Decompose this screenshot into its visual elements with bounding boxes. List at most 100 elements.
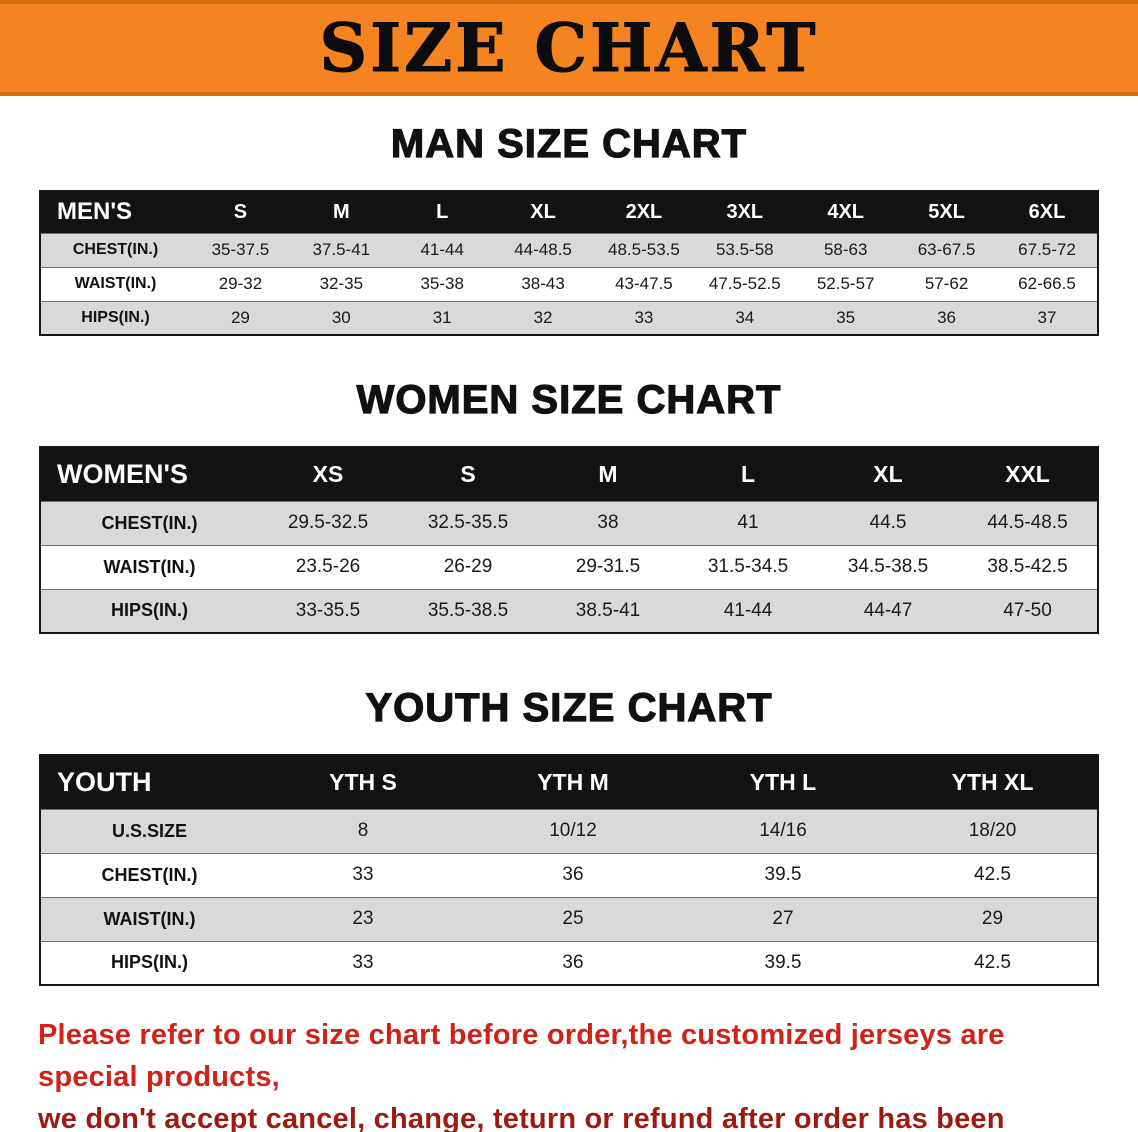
- size-header-cell: 5XL: [896, 191, 997, 233]
- value-cell: 35-37.5: [190, 232, 291, 267]
- value-cell: 53.5-58: [694, 232, 796, 267]
- size-header-cell: XL: [818, 447, 958, 501]
- value-cell: 38.5-41: [538, 588, 678, 633]
- row-label-cell: HIPS(IN.): [40, 940, 258, 985]
- value-cell: 43-47.5: [593, 266, 695, 301]
- women-size-section: WOMEN SIZE CHART WOMEN'S XS S M L XL XXL CHEST(…: [0, 377, 1138, 634]
- value-cell: 42.5: [888, 852, 1098, 897]
- table-title-cell: WOMEN'S: [40, 447, 258, 501]
- value-cell: 47.5-52.5: [694, 266, 796, 301]
- row-label-cell: WAIST(IN.): [40, 896, 258, 941]
- row-label-cell: HIPS(IN.): [40, 588, 258, 633]
- value-cell: 26-29: [398, 544, 538, 589]
- youth-size-table: YOUTH YTH S YTH M YTH L YTH XL U.S.SIZE 8 10/12…: [39, 754, 1099, 986]
- value-cell: 44.5: [818, 500, 958, 545]
- size-header-cell: YTH M: [468, 755, 678, 809]
- row-label-cell: WAIST(IN.): [40, 266, 190, 301]
- measurement-row: WAIST(IN.) 29-32 32-35 35-38 38-43 43-47.5 47.…: [40, 266, 1098, 301]
- value-cell: 32: [492, 300, 594, 335]
- size-header-cell: S: [398, 447, 538, 501]
- value-cell: 37.5-41: [290, 232, 392, 267]
- value-cell: 29.5-32.5: [258, 500, 398, 545]
- value-cell: 58-63: [795, 232, 897, 267]
- row-label-cell: CHEST(IN.): [40, 500, 258, 545]
- size-header-cell: M: [538, 447, 678, 501]
- disclaimer-line-2: we don't accept cancel, change, teturn o…: [38, 1103, 1005, 1132]
- value-cell: 18/20: [888, 808, 1098, 853]
- value-cell: 31.5-34.5: [678, 544, 818, 589]
- row-label-cell: CHEST(IN.): [40, 232, 190, 267]
- value-cell: 44-48.5: [492, 232, 594, 267]
- value-cell: 52.5-57: [795, 266, 897, 301]
- value-cell: 34: [694, 300, 796, 335]
- size-header-cell: 6XL: [997, 191, 1098, 233]
- value-cell: 63-67.5: [896, 232, 997, 267]
- value-cell: 42.5: [888, 940, 1098, 985]
- page-title: SIZE CHART: [319, 9, 819, 87]
- value-cell: 25: [468, 896, 678, 941]
- table-header-row: YOUTH YTH S YTH M YTH L YTH XL: [40, 755, 1098, 809]
- value-cell: 41: [678, 500, 818, 545]
- size-header-cell: L: [678, 447, 818, 501]
- value-cell: 29-32: [190, 266, 291, 301]
- value-cell: 29-31.5: [538, 544, 678, 589]
- value-cell: 33: [258, 852, 468, 897]
- women-size-table: WOMEN'S XS S M L XL XXL CHEST(IN.) 29.5-32.5 32.5…: [39, 446, 1099, 634]
- table-header-row: WOMEN'S XS S M L XL XXL: [40, 447, 1098, 501]
- measurement-row: HIPS(IN.) 33 36 39.5 42.5: [40, 940, 1098, 985]
- value-cell: 48.5-53.5: [593, 232, 695, 267]
- value-cell: 41-44: [678, 588, 818, 633]
- value-cell: 33: [258, 940, 468, 985]
- disclaimer: Please refer to our size chart before or…: [38, 1014, 1100, 1132]
- value-cell: 38.5-42.5: [958, 544, 1098, 589]
- measurement-row: HIPS(IN.) 29 30 31 32 33 34 35 36 37: [40, 300, 1098, 335]
- size-header-cell: L: [391, 191, 493, 233]
- women-section-heading: WOMEN SIZE CHART: [356, 377, 782, 422]
- value-cell: 32-35: [290, 266, 392, 301]
- table-header-row: MEN'S S M L XL 2XL 3XL 4XL 5XL 6XL: [40, 191, 1098, 233]
- value-cell: 67.5-72: [997, 232, 1098, 267]
- value-cell: 36: [468, 852, 678, 897]
- measurement-row: CHEST(IN.) 29.5-32.5 32.5-35.5 38 41 44.5 44.5…: [40, 500, 1098, 545]
- value-cell: 35: [795, 300, 897, 335]
- value-cell: 39.5: [678, 852, 888, 897]
- value-cell: 35-38: [391, 266, 493, 301]
- row-label-cell: HIPS(IN.): [40, 300, 190, 335]
- size-header-cell: 3XL: [694, 191, 796, 233]
- value-cell: 31: [391, 300, 493, 335]
- value-cell: 36: [468, 940, 678, 985]
- value-cell: 27: [678, 896, 888, 941]
- men-size-table: MEN'S S M L XL 2XL 3XL 4XL 5XL 6XL CHEST(IN.) 35-37…: [39, 190, 1099, 336]
- row-label-cell: WAIST(IN.): [40, 544, 258, 589]
- youth-section-heading: YOUTH SIZE CHART: [365, 685, 773, 730]
- value-cell: 57-62: [896, 266, 997, 301]
- value-cell: 36: [896, 300, 997, 335]
- value-cell: 14/16: [678, 808, 888, 853]
- measurement-row: CHEST(IN.) 35-37.5 37.5-41 41-44 44-48.5 48.5…: [40, 232, 1098, 267]
- value-cell: 32.5-35.5: [398, 500, 538, 545]
- value-cell: 35.5-38.5: [398, 588, 538, 633]
- value-cell: 10/12: [468, 808, 678, 853]
- youth-size-section: YOUTH SIZE CHART YOUTH YTH S YTH M YTH L YTH…: [0, 685, 1138, 986]
- size-header-cell: XXL: [958, 447, 1098, 501]
- value-cell: 30: [290, 300, 392, 335]
- value-cell: 47-50: [958, 588, 1098, 633]
- value-cell: 34.5-38.5: [818, 544, 958, 589]
- value-cell: 38-43: [492, 266, 594, 301]
- size-header-cell: YTH S: [258, 755, 468, 809]
- size-header-cell: 4XL: [795, 191, 897, 233]
- measurement-row: CHEST(IN.) 33 36 39.5 42.5: [40, 852, 1098, 897]
- value-cell: 29: [190, 300, 291, 335]
- size-header-cell: XL: [492, 191, 594, 233]
- value-cell: 23.5-26: [258, 544, 398, 589]
- table-title-cell: MEN'S: [40, 191, 190, 233]
- measurement-row: HIPS(IN.) 33-35.5 35.5-38.5 38.5-41 41-44 44-…: [40, 588, 1098, 633]
- value-cell: 33-35.5: [258, 588, 398, 633]
- size-header-cell: YTH XL: [888, 755, 1098, 809]
- size-header-cell: XS: [258, 447, 398, 501]
- size-header-cell: YTH L: [678, 755, 888, 809]
- title-banner: SIZE CHART: [0, 0, 1138, 96]
- value-cell: 44.5-48.5: [958, 500, 1098, 545]
- size-header-cell: 2XL: [593, 191, 695, 233]
